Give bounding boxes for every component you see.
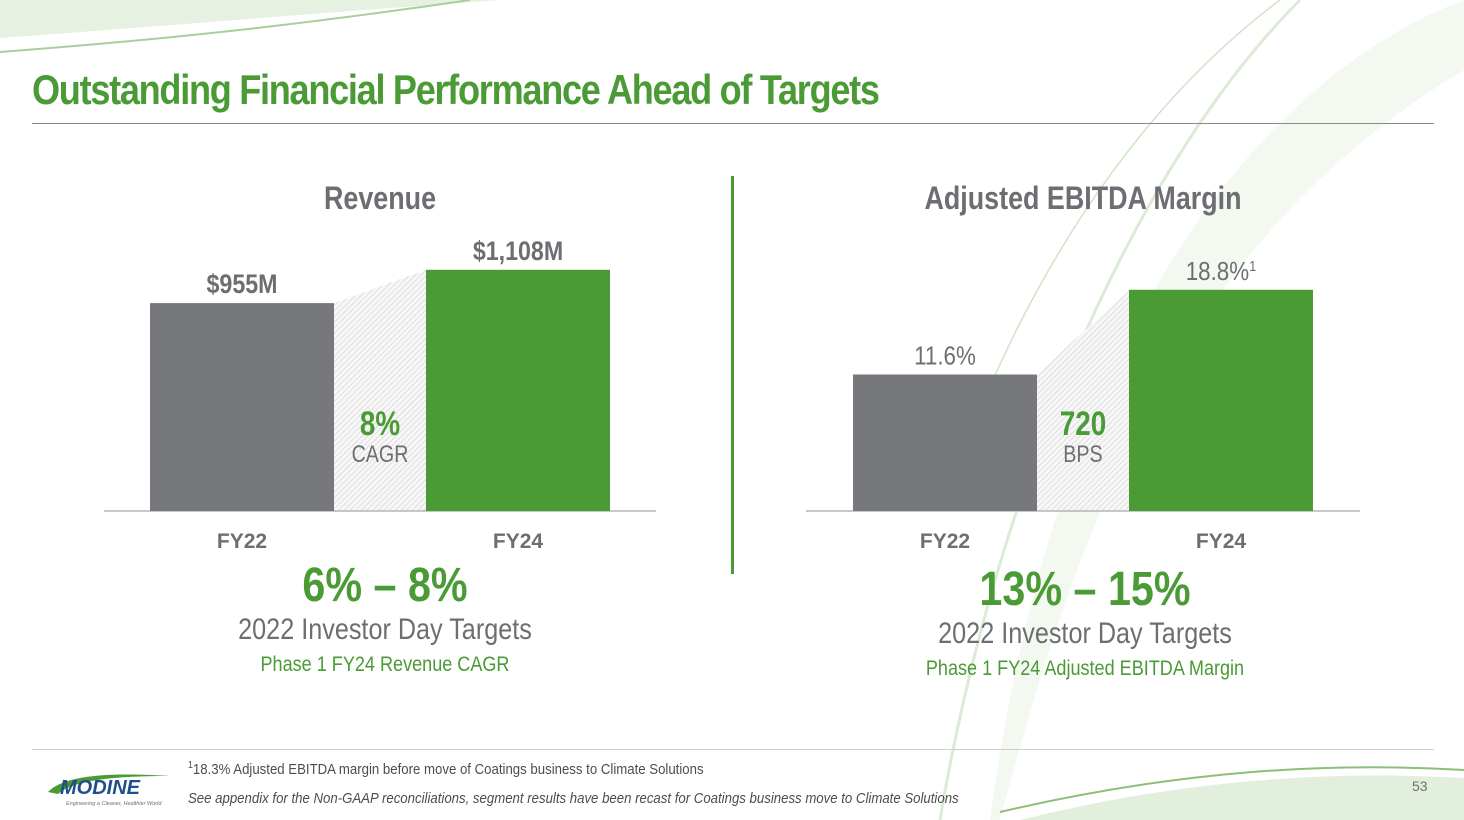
ebitda-growth-value: 720 (1060, 404, 1107, 442)
ebitda-target-block: 13% – 15% 2022 Investor Day Targets Phas… (860, 564, 1310, 686)
ebitda-target-phase: Phase 1 FY24 Adjusted EBITDA Margin (925, 657, 1245, 680)
revenue-growth-connector (334, 269, 426, 511)
revenue-target-phase: Phase 1 FY24 Revenue CAGR (260, 653, 510, 676)
modine-logo: MODINE Engineering a Cleaner, Healthier … (48, 774, 170, 807)
appendix-note: See appendix for the Non-GAAP reconcilia… (188, 790, 959, 807)
revenue-chart-title: Revenue (323, 180, 437, 216)
footnote-text: 18.3% Adjusted EBITDA margin before move… (192, 761, 704, 778)
revenue-target-subtitle: 2022 Investor Day Targets (238, 613, 532, 646)
revenue-target-range: 6% – 8% (302, 559, 468, 612)
footer-rule (32, 749, 1434, 750)
logo-wordmark: MODINE (60, 777, 141, 799)
revenue-tick-label-fy24: FY24 (493, 530, 544, 553)
footnote: 118.3% Adjusted EBITDA margin before mov… (188, 760, 704, 778)
revenue-target-block: 6% – 8% 2022 Investor Day Targets Phase … (180, 560, 590, 682)
title-rule (32, 123, 1434, 124)
revenue-value-label-fy24: $1,108M (473, 236, 563, 266)
revenue-tick-label-fy22: FY22 (217, 530, 267, 553)
ebitda-tick-label-fy24: FY24 (1196, 530, 1247, 553)
ebitda-target-subtitle: 2022 Investor Day Targets (938, 617, 1232, 650)
ebitda-fy24-footnote-mark: 1 (1249, 257, 1256, 274)
page-title: Outstanding Financial Performance Ahead … (32, 66, 880, 113)
revenue-growth-label: CAGR (352, 440, 409, 467)
section-divider (731, 176, 734, 574)
ebitda-growth-label: BPS (1063, 440, 1102, 467)
revenue-value-label-fy22: $955M (207, 270, 278, 300)
ebitda-target-range: 13% – 15% (979, 563, 1191, 616)
logo-tagline: Engineering a Cleaner, Healthier World (66, 801, 162, 807)
footnote-mark: 1 (188, 760, 193, 771)
revenue-bar-fy24 (426, 269, 610, 511)
ebitda-tick-label-fy22: FY22 (920, 530, 970, 553)
revenue-growth-value: 8% (360, 404, 400, 442)
page-number: 53 (1412, 778, 1428, 794)
ebitda-chart-title: Adjusted EBITDA Margin (924, 180, 1242, 216)
ebitda-bar-fy24 (1129, 289, 1313, 511)
ebitda-bar-fy22 (853, 374, 1037, 511)
ebitda-growth-connector (1037, 289, 1129, 511)
revenue-bar-fy22 (150, 303, 334, 511)
ebitda-value-label-fy24: 18.8%1 (1186, 257, 1257, 286)
ebitda-value-label-fy22: 11.6% (914, 342, 976, 371)
